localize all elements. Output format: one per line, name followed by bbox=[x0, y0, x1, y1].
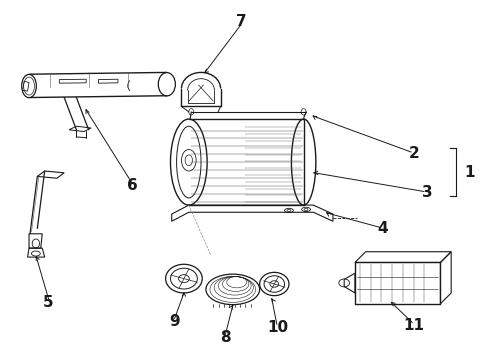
Text: 1: 1 bbox=[465, 165, 475, 180]
Text: 2: 2 bbox=[409, 145, 420, 161]
Text: 5: 5 bbox=[43, 295, 54, 310]
Text: 10: 10 bbox=[267, 320, 288, 334]
Text: 7: 7 bbox=[236, 14, 246, 29]
Text: 9: 9 bbox=[170, 314, 180, 329]
Text: 11: 11 bbox=[403, 318, 424, 333]
Text: 4: 4 bbox=[377, 221, 388, 236]
Text: 3: 3 bbox=[422, 185, 433, 200]
Text: 6: 6 bbox=[127, 178, 138, 193]
Text: 8: 8 bbox=[220, 330, 231, 345]
